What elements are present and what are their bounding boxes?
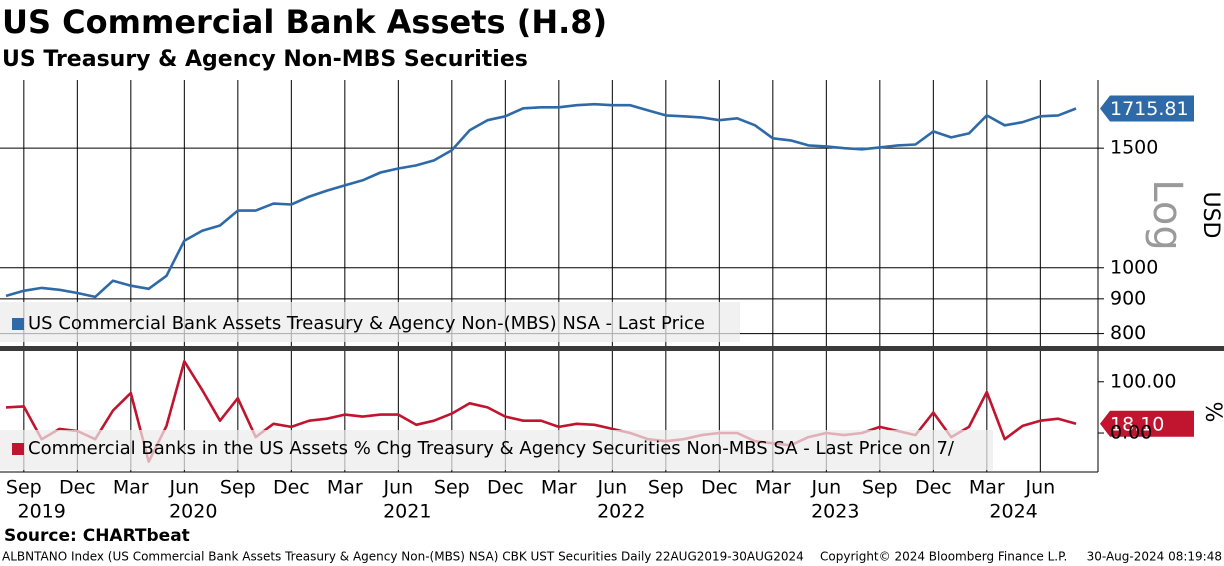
x-tick-label: Mar <box>113 477 149 499</box>
y-tick-label: 0.00 <box>1110 422 1152 444</box>
last-price-label: 18.10 <box>1110 413 1164 435</box>
x-tick-label: Mar <box>541 477 577 499</box>
y-tick-label: 100.00 <box>1110 370 1176 392</box>
x-tick-label: Jun <box>810 477 841 499</box>
y-tick-label: 1500 <box>1110 137 1158 159</box>
x-year-label: 2023 <box>811 501 859 523</box>
last-price-tag <box>1100 95 1194 122</box>
last-price-label: 1715.81 <box>1110 98 1189 120</box>
x-tick-label: Jun <box>1024 477 1055 499</box>
last-price-tag <box>1100 410 1194 437</box>
log-scale-note: Log <box>1144 179 1190 250</box>
series-line <box>5 102 1077 299</box>
chart-subtitle: US Treasury & Agency Non-MBS Securities <box>2 47 528 72</box>
y-axis-label: USD <box>1198 191 1223 238</box>
x-year-label: 2019 <box>17 501 65 523</box>
x-tick-label: Dec <box>487 477 524 499</box>
x-tick-label: Dec <box>915 477 952 499</box>
x-year-label: 2022 <box>597 501 645 523</box>
x-tick-label: Jun <box>168 477 199 499</box>
x-year-label: 2024 <box>989 501 1037 523</box>
plots: US Commercial Bank Assets Treasury & Age… <box>0 95 1194 470</box>
timestamp: 30-Aug-2024 08:19:48 <box>1087 550 1222 564</box>
footer-description: ALBNTANO Index (US Commercial Bank Asset… <box>2 550 804 564</box>
source: Source: CHARTbeat <box>4 526 190 546</box>
legend-box <box>0 430 993 470</box>
x-tick-label: Jun <box>382 477 413 499</box>
x-tick-label: Sep <box>6 477 42 499</box>
x-tick-label: Dec <box>273 477 310 499</box>
x-tick-label: Jun <box>596 477 627 499</box>
x-tick-label: Dec <box>59 477 96 499</box>
y-tick-label: 900 <box>1110 287 1146 309</box>
copyright: Copyright© 2024 Bloomberg Finance L.P. <box>820 550 1067 564</box>
legend-label: US Commercial Bank Assets Treasury & Age… <box>28 313 705 334</box>
x-tick-label: Sep <box>220 477 256 499</box>
x-tick-label: Mar <box>327 477 363 499</box>
y-tick-label: 800 <box>1110 322 1146 344</box>
x-tick-label: Mar <box>969 477 1005 499</box>
x-tick-label: Dec <box>701 477 738 499</box>
legend-swatch <box>12 318 24 330</box>
y-tick-label: 1000 <box>1110 256 1158 278</box>
x-tick-label: Sep <box>434 477 470 499</box>
chart-title: US Commercial Bank Assets (H.8) <box>2 3 607 41</box>
panel-divider <box>0 346 1224 351</box>
legend-label: Commercial Banks in the US Assets % Chg … <box>28 438 955 459</box>
x-tick-label: Mar <box>755 477 791 499</box>
x-year-label: 2020 <box>169 501 217 523</box>
x-tick-label: Sep <box>862 477 898 499</box>
legend-box <box>0 302 740 342</box>
x-year-label: 2021 <box>383 501 431 523</box>
legend-swatch <box>12 443 24 455</box>
y-axis-label: % <box>1200 402 1224 423</box>
x-tick-label: Sep <box>648 477 684 499</box>
